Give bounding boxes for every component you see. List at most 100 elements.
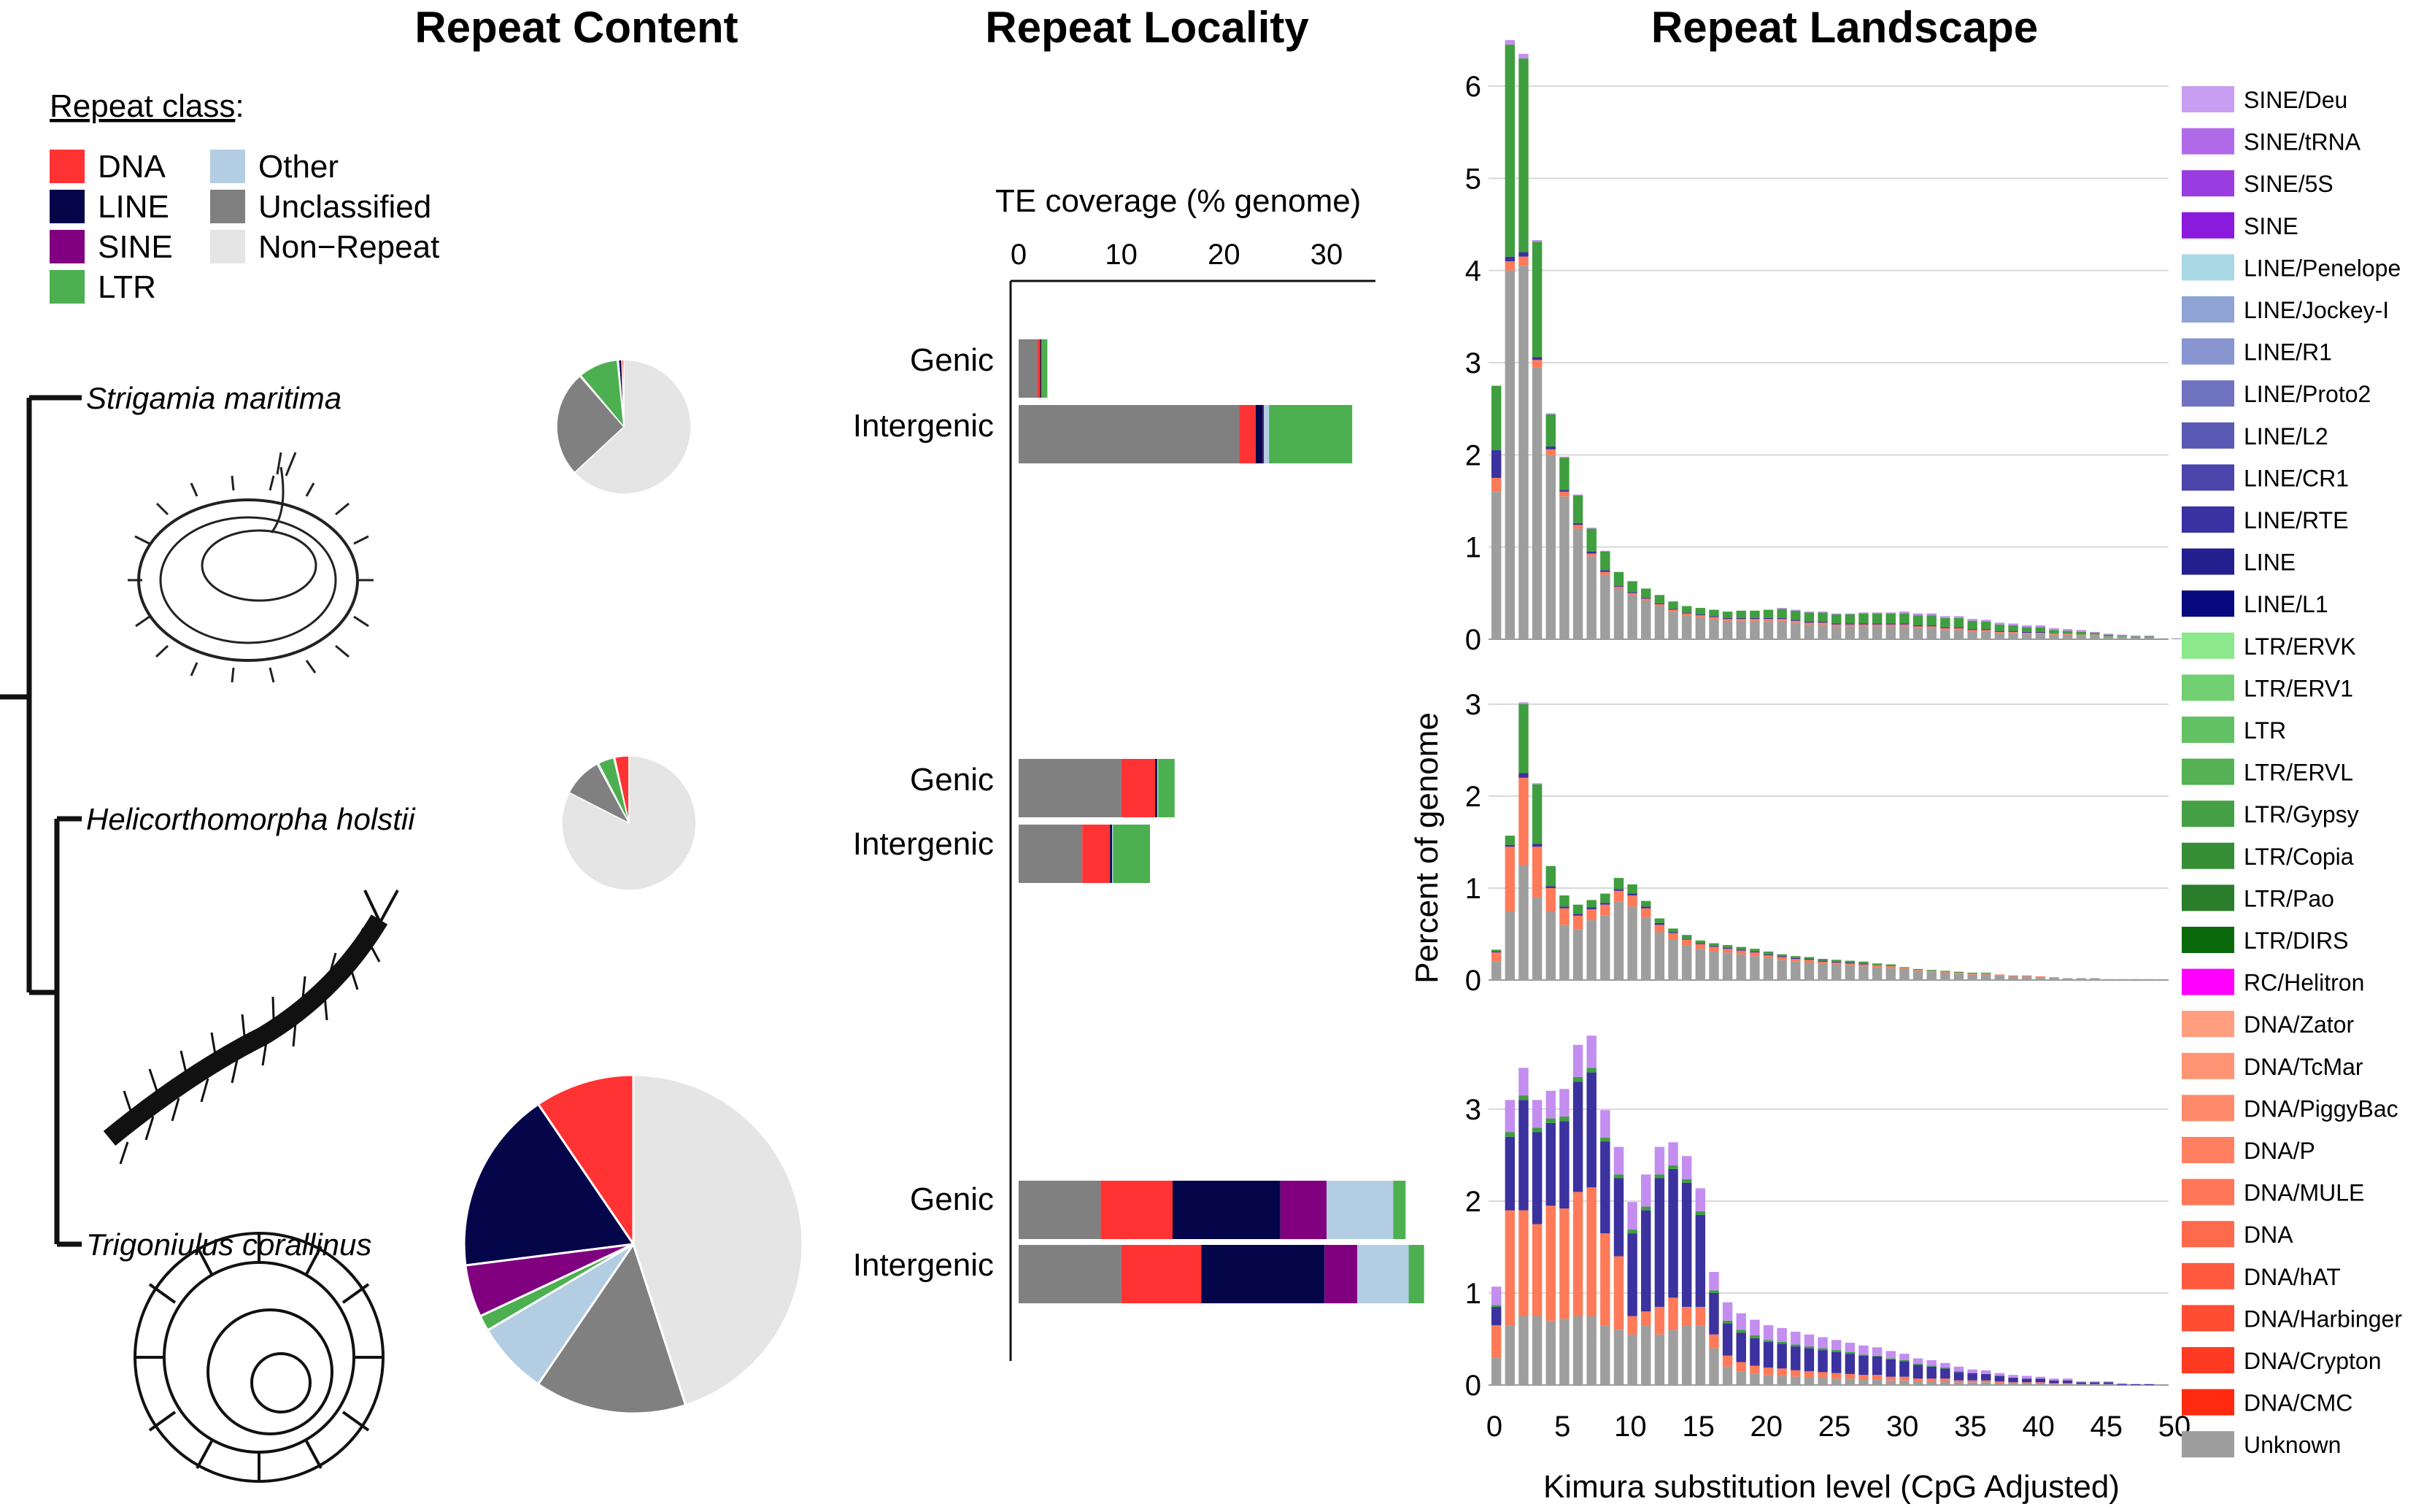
landscape-bar-segment	[1940, 1378, 1950, 1381]
locality-bar-segment	[1121, 759, 1156, 817]
landscape-bar-segment	[1899, 623, 1910, 625]
landscape-bar-segment	[1505, 1100, 1516, 1133]
landscape-bar-segment	[2049, 633, 2059, 635]
landscape-bar-segment	[2103, 1381, 2114, 1383]
locality-row-label: Intergenic	[853, 1247, 994, 1283]
landscape-legend-swatch	[2182, 758, 2234, 785]
landscape-bar-segment	[1654, 595, 1665, 603]
landscape-legend-label: LINE/L1	[2244, 591, 2328, 617]
landscape-bar-segment	[1586, 907, 1597, 909]
landscape-bar-segment	[2117, 1384, 2127, 1385]
title-repeat-content: Repeat Content	[414, 3, 738, 52]
landscape-bar-segment	[1858, 624, 1869, 627]
landscape-bar-segment	[1559, 908, 1570, 925]
landscape-bar-segment	[1491, 1325, 1502, 1358]
landscape-bar-segment	[1545, 886, 1556, 888]
landscape-bar-segment	[1791, 620, 1801, 623]
landscape-bar-segment	[1695, 1325, 1706, 1385]
landscape-bar-segment	[1641, 1325, 1651, 1385]
landscape-bar-segment	[1831, 1378, 1842, 1385]
landscape-bar-segment	[1532, 1127, 1543, 1133]
landscape-bar-segment	[1695, 1214, 1706, 1307]
landscape-bar-segment	[1926, 626, 1937, 628]
landscape-bar-segment	[1572, 1192, 1583, 1316]
landscape-bar-segment	[1654, 925, 1665, 933]
locality-row-label: Intergenic	[853, 408, 994, 444]
landscape-bar-segment	[1831, 960, 1842, 962]
landscape-bar-segment	[1818, 624, 1828, 639]
landscape-bar-segment	[1791, 1331, 1801, 1345]
landscape-bar-segment	[2008, 976, 2018, 980]
landscape-bar-segment	[1858, 623, 1869, 625]
landscape-bar-segment	[1885, 964, 1896, 967]
pie-slice	[632, 1073, 804, 1407]
landscape-legend-swatch	[2182, 632, 2234, 659]
landscape-legend-swatch	[2182, 590, 2234, 617]
landscape-bar-segment	[1709, 946, 1719, 952]
landscape-bar-segment	[2062, 629, 2073, 631]
landscape-bar-segment	[1981, 631, 1991, 639]
landscape-bar-segment	[1818, 1350, 1828, 1373]
landscape-bar-segment	[1613, 588, 1624, 639]
landscape-bar-segment	[2131, 637, 2141, 639]
landscape-bar-segment	[1627, 593, 1637, 595]
landscape-bar-segment	[1695, 1306, 1706, 1326]
landscape-legend-label: DNA/Zator	[2244, 1011, 2354, 1038]
landscape-bar-segment	[1600, 1141, 1610, 1234]
landscape-bar-segment	[1709, 609, 1719, 617]
landscape-bar-segment	[1722, 617, 1733, 620]
landscape-bar-segment	[1505, 844, 1516, 847]
landscape-bar-segment	[1654, 918, 1665, 923]
landscape-bar-segment	[1763, 609, 1774, 618]
landscape-bar-segment	[1818, 1348, 1828, 1351]
landscape-bar-segment	[1791, 956, 1801, 958]
locality-bar-segment	[1110, 825, 1113, 883]
landscape-legend-label: SINE/tRNA	[2244, 129, 2361, 155]
landscape-bar-segment	[1491, 952, 1502, 962]
landscape-bar-segment	[1845, 1378, 1856, 1385]
landscape-bar-segment	[1736, 1371, 1746, 1385]
landscape-bar-segment	[1600, 1325, 1610, 1385]
repeat-class-swatch	[50, 270, 85, 304]
landscape-bar-segment	[1940, 630, 1950, 639]
landscape-bar-segment	[1804, 957, 1815, 960]
landscape-bar-segment	[1532, 844, 1543, 847]
landscape-bar-segment	[1981, 1380, 1991, 1383]
landscape-bar-segment	[1804, 963, 1815, 980]
locality-axis-title: TE coverage (% genome)	[995, 183, 1361, 219]
landscape-bar-segment	[1967, 1373, 1977, 1381]
landscape-bar-segment	[1858, 961, 1869, 964]
landscape-bar-segment	[2131, 636, 2141, 638]
landscape-bar-segment	[1981, 974, 1991, 980]
landscape-bar-segment	[1613, 1256, 1624, 1330]
locality-bar-segment	[1393, 1181, 1406, 1239]
landscape-bar-segment	[2144, 636, 2155, 638]
landscape-bar-segment	[1763, 954, 1774, 958]
landscape-bar-segment	[2008, 1382, 2018, 1384]
landscape-bar-segment	[1572, 1081, 1583, 1192]
locality-row-label: Genic	[910, 1181, 994, 1217]
landscape-bar-segment	[1518, 865, 1529, 980]
locality-bar-segment	[1327, 1181, 1394, 1239]
landscape-bar-segment	[1518, 1095, 1529, 1100]
landscape-bar-segment	[1750, 620, 1760, 639]
landscape-bar-segment	[1491, 1357, 1502, 1385]
landscape-bar-segment	[2062, 1380, 2073, 1384]
landscape-legend-label: RC/Helitron	[2244, 970, 2364, 996]
landscape-bar-segment	[1681, 615, 1692, 639]
landscape-bar-segment	[1600, 551, 1610, 571]
landscape-bar-segment	[1885, 1380, 1896, 1385]
landscape-bar-segment	[1926, 613, 1937, 616]
landscape-legend-swatch	[2182, 254, 2234, 281]
landscape-bar-segment	[2062, 1383, 2073, 1384]
landscape-bar-segment	[1912, 613, 1923, 616]
landscape-bar-segment	[1545, 1118, 1556, 1123]
landscape-bar-segment	[1818, 1377, 1828, 1385]
landscape-bar-segment	[1981, 620, 1991, 622]
landscape-bar-segment	[1668, 1168, 1678, 1298]
locality-bar-segment	[1019, 1245, 1122, 1303]
landscape-bar-segment	[1872, 624, 1883, 627]
repeat-class-heading-text: Repeat class	[50, 88, 235, 124]
landscape-bar-segment	[1940, 616, 1950, 618]
